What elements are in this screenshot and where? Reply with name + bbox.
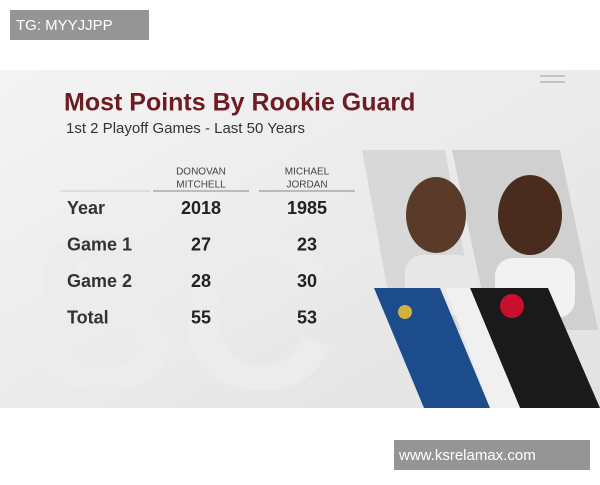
row-label: Game 2 (67, 271, 132, 291)
watermark: TG: MYYJJPP (16, 17, 113, 34)
column-header: DONOVAN (176, 167, 226, 178)
player-photo (498, 175, 562, 255)
cell-value: 1985 (287, 198, 327, 218)
team-stripe (445, 288, 520, 408)
cell-value: 55 (191, 307, 211, 327)
title: Most Points By Rookie Guard (64, 89, 415, 117)
cell-value: 53 (297, 307, 317, 327)
subtitle: 1st 2 Playoff Games - Last 50 Years (66, 120, 305, 137)
column-header: JORDAN (286, 180, 327, 191)
cell-value: 30 (297, 271, 317, 291)
background-logo: SC (30, 189, 336, 435)
cell-value: 28 (191, 271, 211, 291)
watermark-box (394, 440, 590, 470)
cell-value: 23 (297, 234, 317, 254)
stats-table: DONOVAN MITCHELL MICHAEL JORDAN Year 2018 1985… (60, 167, 355, 327)
team-logo (500, 294, 524, 318)
team-stripe (470, 288, 600, 408)
team-logo (398, 305, 412, 319)
cell-value: 2018 (181, 198, 221, 218)
column-header: MICHAEL (285, 167, 330, 178)
watermark-box (10, 10, 149, 40)
watermark: www.ksrelamax.com (398, 447, 536, 464)
row-label: Game 1 (67, 234, 132, 254)
row-label: Year (67, 198, 105, 218)
row-label: Total (67, 307, 109, 327)
column-header: MITCHELL (176, 180, 226, 191)
player-photo (406, 177, 466, 253)
cell-value: 27 (191, 234, 211, 254)
